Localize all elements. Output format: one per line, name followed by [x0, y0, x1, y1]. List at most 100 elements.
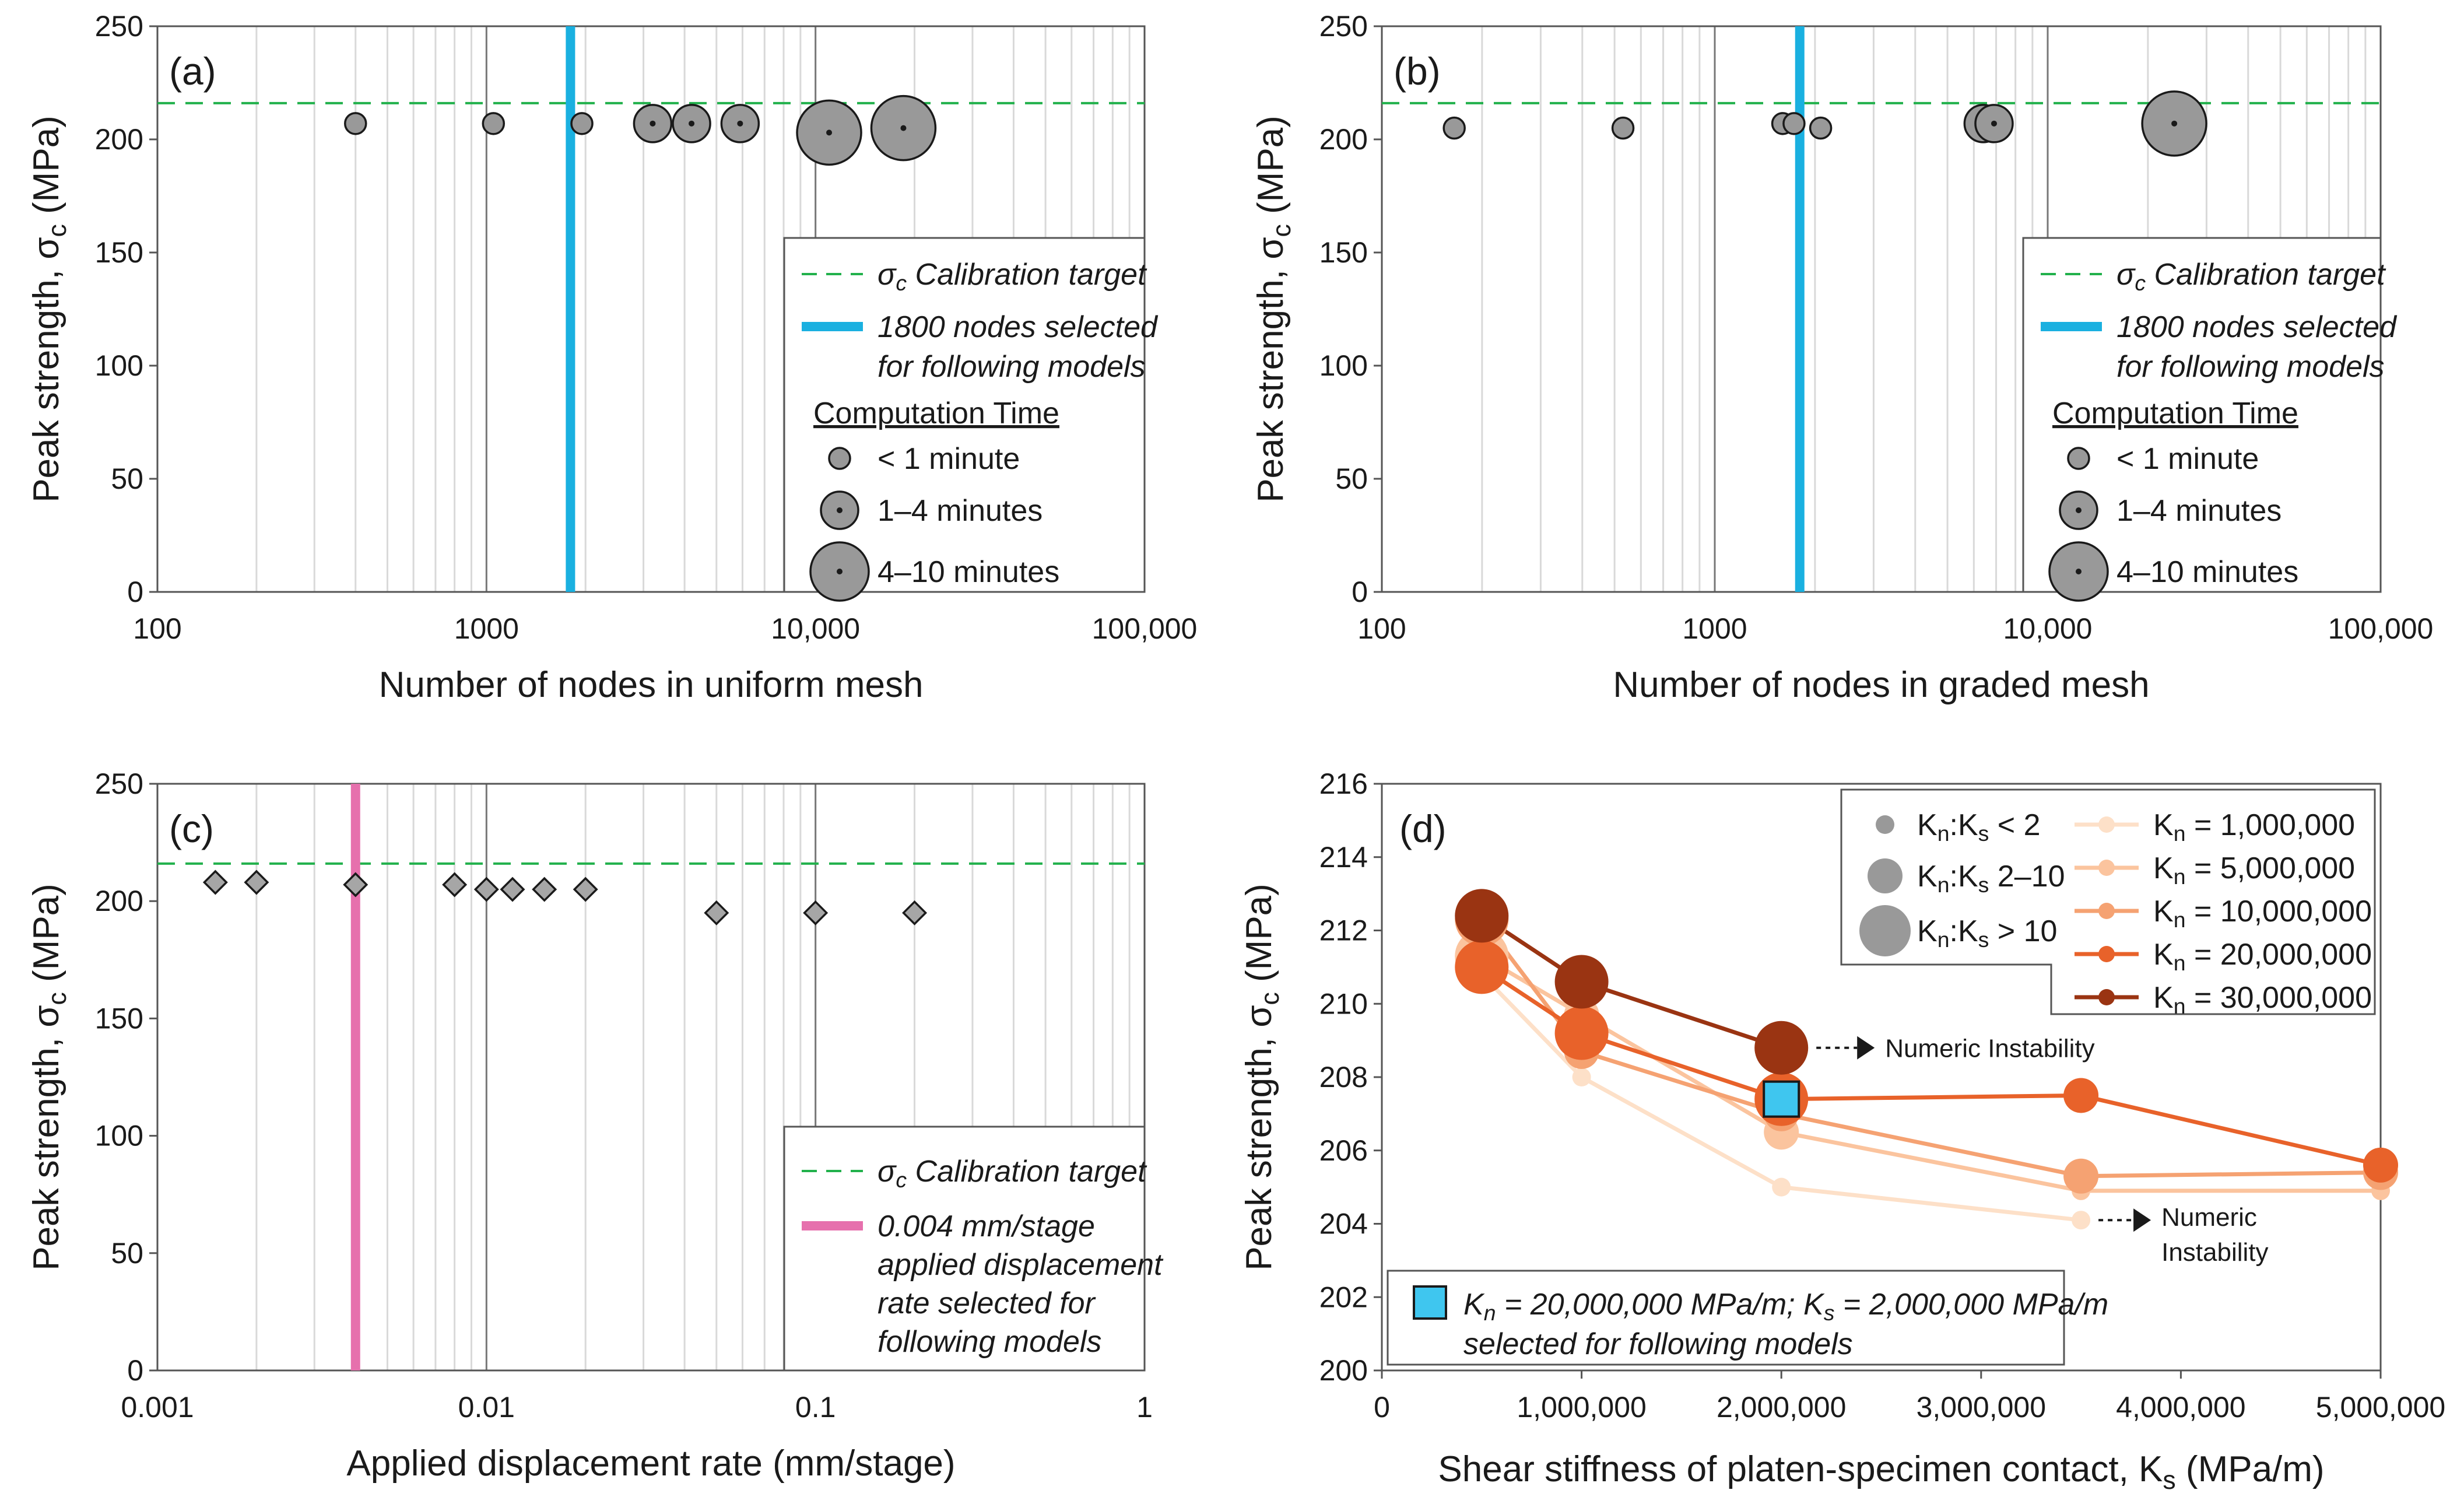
data-point: [343, 872, 368, 898]
legend-selection-label-part: = 20,000,000 MPa/m; K: [1496, 1288, 1826, 1321]
legend-series-label-part: n: [2174, 907, 2186, 932]
y-tick-label: 214: [1319, 841, 1368, 874]
y-axis-label-part: (MPa): [26, 115, 66, 224]
x-tick-label: 10,000: [771, 612, 860, 645]
legend-size-medium-center: [2076, 507, 2082, 513]
x-axis-label: Number of nodes in graded mesh: [1613, 665, 2149, 705]
legend-ratio-small-label-part: :K: [1950, 808, 1978, 842]
instability-label: Instability: [2161, 1238, 2268, 1267]
legend-target-label-part: Calibration target: [907, 1155, 1147, 1189]
legend-time-medium: 1–4 minutes: [2116, 494, 2282, 528]
y-tick-label: 0: [1352, 576, 1368, 608]
legend-selection-label: Kn = 20,000,000 MPa/m; Ks = 2,000,000 MP…: [1463, 1288, 2108, 1325]
legend-series-label: Kn = 10,000,000: [2153, 895, 2372, 932]
legend-size-medium-center: [837, 507, 843, 513]
legend-selection-label: for following models: [2116, 350, 2385, 384]
series-point: [1754, 1021, 1809, 1075]
legend-ratio-medium-label-part: s: [1978, 872, 1989, 897]
legend-target-label-part: c: [2135, 271, 2146, 295]
y-tick-label: 206: [1319, 1134, 1368, 1167]
legend-series-label-part: n: [2174, 951, 2186, 975]
plot-frame: [156, 783, 1146, 1372]
instability-label: Numeric: [2161, 1203, 2257, 1232]
legend-target-label: σc Calibration target: [878, 258, 1147, 295]
legend-box: [783, 237, 1146, 593]
legend-series-label-part: = 1,000,000: [2186, 808, 2356, 842]
legend-series-label-part: K: [2153, 895, 2174, 928]
data-point: [803, 900, 829, 925]
legend-selection-label-part: s: [1824, 1300, 1835, 1325]
y-tick-label: 50: [1335, 462, 1368, 495]
data-point: [704, 900, 729, 925]
legend-ratio-medium-label-part: :K: [1950, 860, 1978, 893]
data-point-center: [1991, 120, 1997, 127]
y-tick-label: 100: [95, 349, 143, 382]
legend-ratio-medium-label: Kn:Ks 2–10: [1917, 860, 2065, 897]
legend-series-label-part: K: [2153, 938, 2174, 972]
legend-selection-label: selected for following models: [1463, 1327, 1853, 1361]
y-tick-label: 208: [1319, 1061, 1368, 1093]
legend-series-label-part: = 10,000,000: [2186, 895, 2372, 928]
legend-ratio-large-label: Kn:Ks > 10: [1917, 914, 2057, 952]
legend-series-label-part: n: [2174, 864, 2186, 889]
legend-ratio-medium-label-part: K: [1917, 860, 1937, 893]
legend-target-label-part: Calibration target: [907, 258, 1147, 292]
x-tick-label: 1000: [454, 612, 519, 645]
x-tick-label: 100,000: [2328, 612, 2434, 645]
x-axis-label-part: (MPa/m): [2176, 1449, 2325, 1489]
data-point: [1442, 116, 1466, 140]
data-point-center: [2171, 120, 2178, 127]
y-tick-label: 0: [127, 1354, 143, 1387]
data-point: [1809, 116, 1833, 140]
panel-label: (d): [1399, 807, 1447, 850]
legend-series-label-part: n: [2174, 821, 2186, 846]
panel-d-shear-stiffness: 200 202 204 206 208 210 212 214 216 0 1,000,000 2,0…: [1239, 767, 2445, 1495]
data-point: [442, 872, 468, 898]
y-tick-label: 200: [1319, 1354, 1368, 1387]
legend-ratio-small-label-part: < 2: [1989, 808, 2040, 842]
y-axis-label-part: Peak strength, σ: [1251, 237, 1291, 503]
legend-ratio-large-label-part: K: [1917, 914, 1937, 948]
data-point: [482, 112, 506, 135]
data-point: [570, 112, 594, 135]
legend-series-label-part: n: [2174, 994, 2186, 1018]
legend-time-large: 4–10 minutes: [878, 555, 1059, 589]
legend-series-label-part: K: [2153, 808, 2174, 842]
data-point-center: [737, 120, 743, 127]
x-tick-label: 10,000: [2003, 612, 2093, 645]
legend-ratio-large-label-part: > 10: [1989, 914, 2057, 948]
legend-ratio-small: [1876, 815, 1894, 834]
y-tick-label: 100: [1319, 349, 1368, 382]
legend-selection-label-part: K: [1463, 1288, 1485, 1321]
series-point: [2363, 1147, 2398, 1183]
legend-ratio-small-label: Kn:Ks < 2: [1917, 808, 2041, 846]
x-tick-label: 0.001: [121, 1391, 194, 1424]
legend-selected-swatch: [1413, 1285, 1447, 1320]
y-axis-label-part: Peak strength, σ: [1239, 1005, 1279, 1271]
legend-target-label-part: c: [896, 271, 907, 295]
y-tick-label: 200: [95, 123, 143, 156]
selected-point-marker: [1763, 1080, 1800, 1118]
series-point: [1455, 940, 1509, 994]
legend-series-label: Kn = 30,000,000: [2153, 981, 2372, 1018]
legend-time-title: Computation Time: [2052, 397, 2298, 430]
legend-series-label-part: = 5,000,000: [2186, 851, 2356, 885]
data-point: [1782, 112, 1806, 135]
y-tick-label: 250: [1319, 10, 1368, 43]
legend-target-label: σc Calibration target: [878, 1155, 1147, 1192]
instability-label: Numeric Instability: [1885, 1035, 2094, 1063]
legend-time-small: < 1 minute: [2116, 442, 2259, 476]
instability-arrowhead: [2133, 1208, 2151, 1232]
legend-selection-label-part: n: [1484, 1300, 1496, 1325]
data-point-center: [689, 120, 695, 127]
x-tick-label: 0: [1374, 1391, 1390, 1424]
y-axis-label-part: c: [43, 992, 72, 1005]
legend-time-large: 4–10 minutes: [2116, 555, 2298, 589]
data-point-center: [826, 129, 833, 136]
y-tick-label: 150: [95, 236, 143, 269]
legend-series-label-part: K: [2153, 851, 2174, 885]
x-axis-label: Applied displacement rate (mm/stage): [346, 1443, 955, 1484]
x-tick-label: 0.1: [795, 1391, 836, 1424]
data-point: [532, 877, 557, 902]
y-tick-label: 150: [1319, 236, 1368, 269]
